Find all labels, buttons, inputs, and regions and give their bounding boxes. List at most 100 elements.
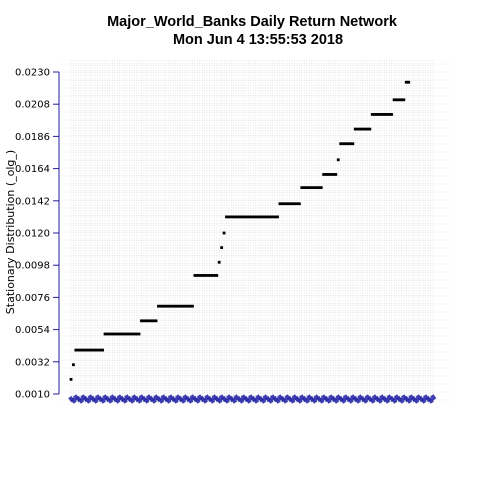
data-point	[188, 304, 192, 308]
data-point	[234, 215, 238, 219]
x-tick-label	[405, 397, 413, 404]
data-point	[392, 98, 396, 102]
data-point	[263, 215, 267, 219]
data-point	[69, 377, 73, 381]
data-point	[237, 215, 241, 219]
data-point	[123, 332, 126, 336]
data-point	[81, 348, 85, 352]
x-tick-label	[376, 397, 383, 404]
x-tick-label	[274, 397, 281, 404]
data-point	[288, 202, 292, 206]
data-point	[144, 319, 148, 323]
data-point	[390, 113, 394, 116]
x-tick-label	[413, 397, 420, 404]
data-point	[404, 80, 408, 84]
data-point	[98, 348, 102, 352]
data-point	[402, 98, 406, 102]
data-point	[140, 319, 143, 323]
data-point	[84, 348, 87, 352]
data-point	[113, 332, 117, 336]
data-point	[400, 98, 403, 102]
x-tick-label	[216, 397, 223, 404]
data-point	[285, 202, 289, 206]
y-tick-label: 0.0120	[15, 229, 50, 240]
data-point	[336, 158, 340, 162]
data-point	[72, 363, 75, 367]
data-point	[368, 127, 372, 131]
x-tick-label	[150, 397, 157, 404]
y-tick-label: 0.0186	[15, 132, 50, 143]
y-axis-label: Stationary Distribution (_olg_)	[4, 150, 17, 314]
data-point	[339, 142, 343, 146]
x-tick-label	[384, 397, 391, 404]
x-tick-label	[427, 397, 434, 404]
y-tick-label: 0.0230	[15, 68, 50, 79]
data-point	[334, 173, 338, 176]
x-tick-label	[303, 397, 311, 404]
y-tick-label: 0.0054	[15, 325, 50, 336]
data-point	[198, 274, 202, 277]
data-point	[385, 113, 389, 116]
x-tick-label	[430, 394, 437, 401]
data-point	[239, 215, 243, 219]
data-point	[74, 348, 78, 352]
data-point	[217, 260, 221, 264]
data-point	[363, 127, 367, 131]
data-point	[225, 215, 228, 219]
data-point	[370, 113, 374, 116]
data-point	[375, 113, 379, 116]
x-tick-label	[289, 397, 296, 404]
data-point	[118, 332, 121, 336]
x-tick-label	[398, 397, 405, 404]
data-point	[215, 274, 219, 277]
data-point	[135, 332, 138, 336]
x-tick-label	[107, 397, 114, 404]
data-point	[273, 215, 277, 219]
data-point	[373, 113, 377, 116]
x-tick-label	[311, 397, 318, 404]
data-point	[324, 173, 328, 176]
x-tick-label	[260, 397, 267, 404]
x-tick-label	[165, 397, 172, 404]
data-point	[327, 173, 330, 176]
data-point	[348, 142, 352, 146]
data-point	[96, 348, 100, 352]
data-point	[268, 215, 272, 219]
data-point	[195, 274, 199, 277]
data-point	[397, 98, 401, 102]
x-tick-label	[70, 397, 77, 404]
data-point	[353, 127, 357, 131]
data-point	[130, 332, 134, 336]
data-point	[208, 274, 211, 277]
data-point	[227, 215, 231, 219]
x-tick-label	[143, 397, 150, 404]
data-point	[152, 319, 156, 323]
data-point	[329, 173, 333, 176]
y-tick-label: 0.0208	[15, 100, 50, 111]
data-point	[244, 215, 248, 219]
x-tick-label	[362, 397, 369, 404]
data-points	[69, 80, 411, 381]
data-point	[378, 113, 381, 116]
x-tick-label	[92, 397, 99, 404]
data-point	[261, 215, 265, 219]
x-tick-label	[340, 397, 347, 404]
data-point	[283, 202, 287, 206]
data-point	[120, 332, 124, 336]
data-point	[110, 332, 114, 336]
data-point	[125, 332, 129, 336]
data-point	[387, 113, 391, 116]
data-point	[317, 186, 321, 190]
data-point	[242, 215, 245, 219]
data-point	[161, 304, 165, 308]
data-point	[295, 202, 299, 206]
data-point	[210, 274, 214, 277]
data-point	[164, 304, 168, 308]
data-point	[203, 274, 207, 277]
data-point	[193, 274, 197, 277]
x-tick-label	[347, 397, 354, 404]
data-point	[191, 304, 194, 308]
grid	[59, 60, 450, 405]
x-tick-label	[245, 397, 252, 404]
data-point	[302, 186, 306, 190]
